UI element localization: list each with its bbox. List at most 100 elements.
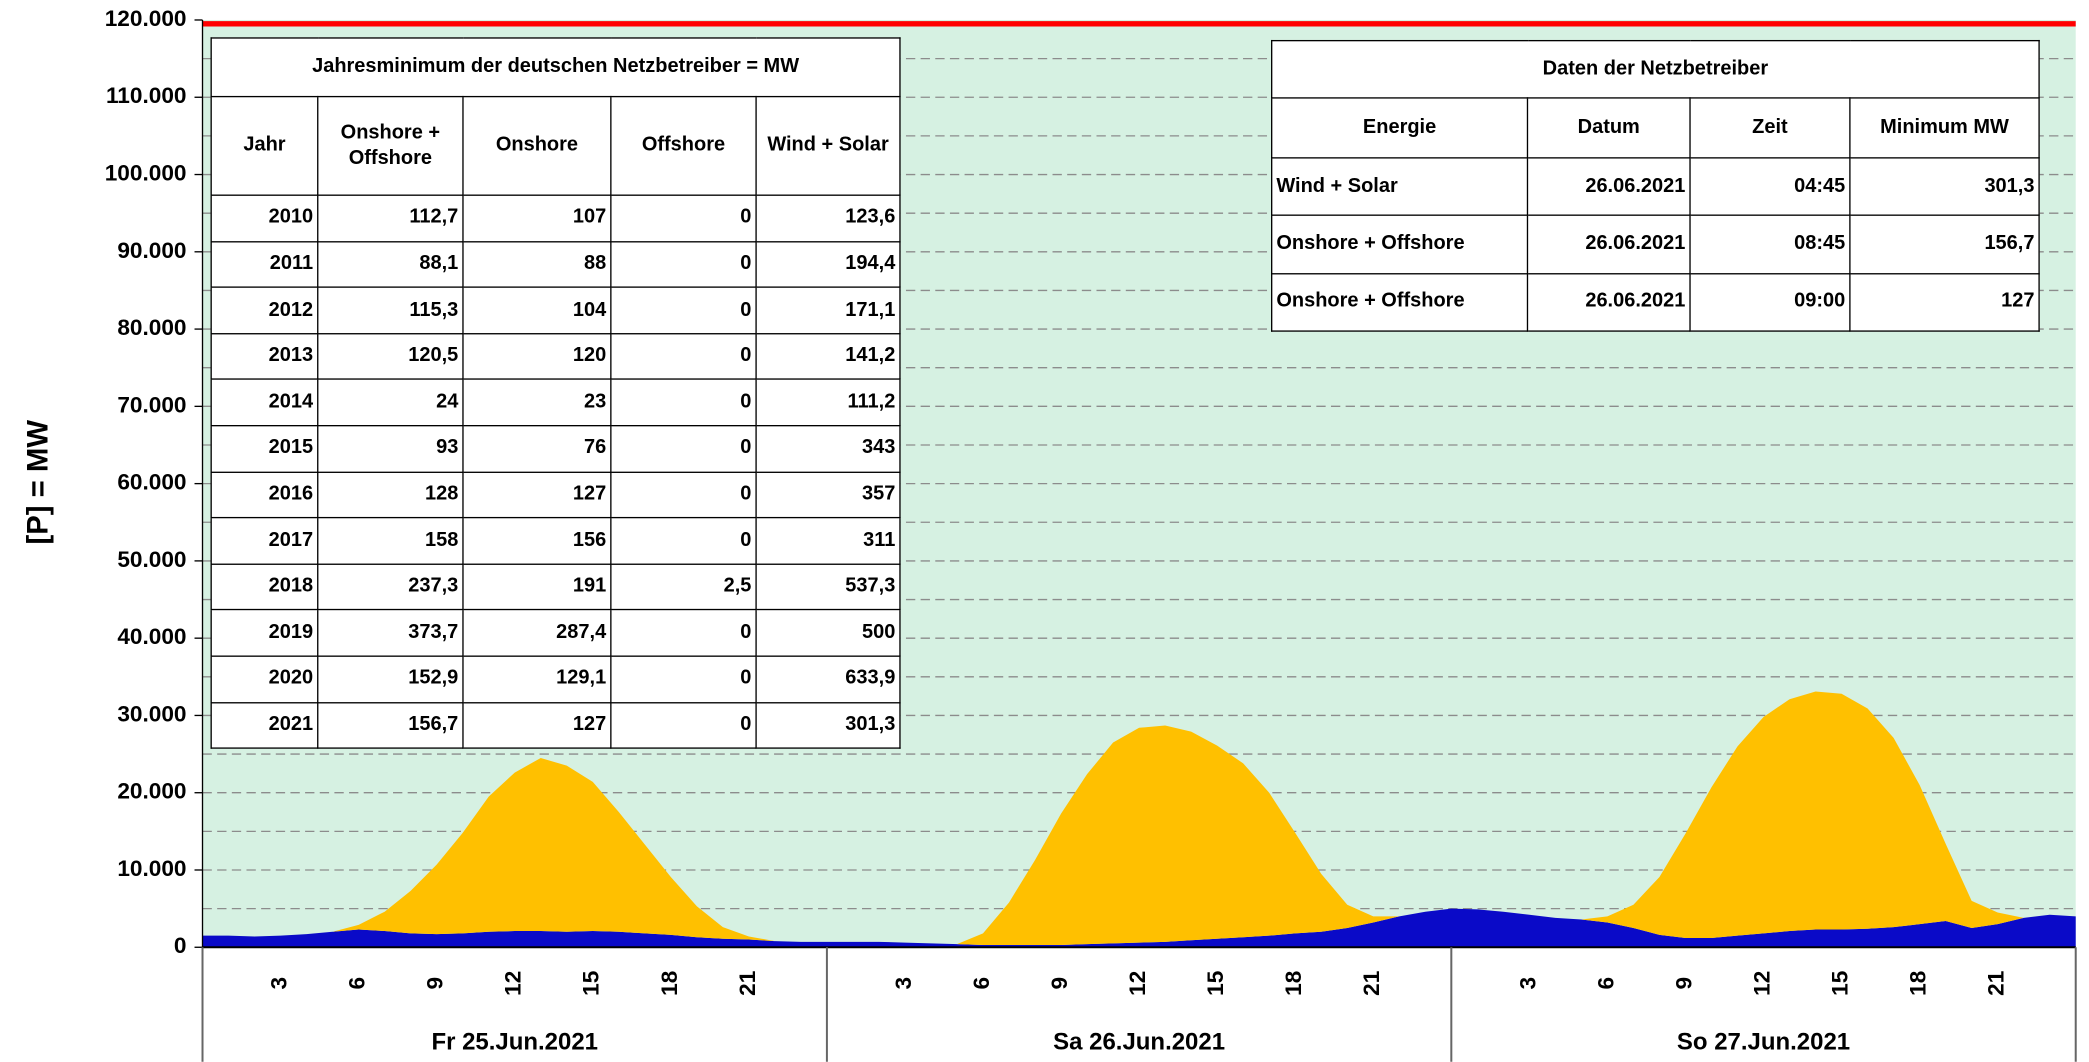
table-cell: 287,4 — [462, 609, 612, 657]
table-cell: 0 — [610, 517, 757, 565]
table-cell: 127 — [462, 471, 612, 519]
table-cell: 2019 — [210, 609, 319, 657]
table-cell: Wind + Solar — [755, 95, 901, 196]
table-cell: 120,5 — [317, 332, 464, 381]
table-cell: 0 — [610, 332, 757, 381]
y-tick-label: 10.000 — [117, 856, 186, 881]
table-cell: Daten der Netzbetreiber — [1271, 39, 2040, 99]
table-cell: 0 — [610, 286, 757, 335]
table-cell: 123,6 — [755, 194, 901, 242]
area — [202, 691, 2076, 945]
y-tick-label: 80.000 — [117, 315, 186, 340]
table-cell: 0 — [610, 194, 757, 242]
y-axis-label: [P] = MW — [22, 420, 55, 545]
day-label: Sa 26.Jun.2021 — [1053, 1029, 1225, 1056]
table-cell: 2010 — [210, 194, 319, 242]
table-cell: 2,5 — [610, 563, 757, 611]
x-tick-label: 9 — [1671, 977, 1696, 990]
table-cell: 112,7 — [317, 194, 464, 242]
table-cell: Zeit — [1689, 97, 1851, 159]
x-tick-label: 15 — [1203, 971, 1228, 996]
y-tick-label: 90.000 — [117, 238, 186, 263]
x-tick-label: 21 — [735, 971, 760, 996]
table-cell: Jahr — [210, 95, 319, 196]
y-tick-label: 60.000 — [117, 470, 186, 495]
table-cell: 120 — [462, 332, 612, 381]
table-cell: 194,4 — [755, 240, 901, 289]
table-cell: Jahresminimum der deutschen Netzbetreibe… — [210, 37, 901, 98]
table-cell: 357 — [755, 471, 901, 519]
table-cell: 127 — [1849, 272, 2040, 332]
table-cell: 26.06.2021 — [1526, 272, 1691, 332]
table-cell: 107 — [462, 194, 612, 242]
table-cell: 373,7 — [317, 609, 464, 657]
table-cell: 2018 — [210, 563, 319, 611]
table-cell: 343 — [755, 424, 901, 473]
table-cell: 171,1 — [755, 286, 901, 335]
table-cell: 93 — [317, 424, 464, 473]
x-tick-label: 9 — [1047, 977, 1072, 990]
y-tick-label: 70.000 — [117, 392, 186, 417]
table-cell: Wind + Solar — [1271, 157, 1529, 217]
y-tick-label: 110.000 — [106, 83, 187, 108]
x-tick-label: 18 — [1281, 971, 1306, 996]
table-cell: 2017 — [210, 517, 319, 565]
table-cell: Onshore + Offshore — [317, 95, 464, 196]
table-cell: 104 — [462, 286, 612, 335]
x-tick-label: 6 — [1593, 977, 1618, 990]
table-cell: 88,1 — [317, 240, 464, 289]
table-cell: 301,3 — [755, 701, 901, 749]
data-table: Jahresminimum der deutschen Netzbetreibe… — [210, 37, 901, 749]
data-table: Daten der Netzbetreiber Energie Datum Zeit M… — [1271, 39, 2040, 332]
table-cell: Onshore — [462, 95, 612, 196]
x-tick-label: 18 — [657, 971, 682, 996]
table-cell: 0 — [610, 609, 757, 657]
x-tick-label: 12 — [501, 971, 526, 996]
table-cell: 141,2 — [755, 332, 901, 381]
x-tick-label: 3 — [891, 977, 916, 990]
table-cell: 24 — [317, 378, 464, 427]
table-cell: Energie — [1271, 97, 1529, 159]
x-tick-label: 9 — [423, 977, 448, 990]
table-cell: 0 — [610, 378, 757, 427]
y-tick-label: 100.000 — [105, 161, 187, 186]
table-cell: 191 — [462, 563, 612, 611]
table-cell: 237,3 — [317, 563, 464, 611]
x-tick-label: 18 — [1906, 971, 1931, 996]
day-label: So 27.Jun.2021 — [1677, 1029, 1850, 1056]
table-cell: Datum — [1526, 97, 1691, 159]
table-cell: 537,3 — [755, 563, 901, 611]
x-tick-label: 6 — [345, 977, 370, 990]
x-tick-label: 12 — [1750, 971, 1775, 996]
table-cell: 76 — [462, 424, 612, 473]
table-cell: 111,2 — [755, 378, 901, 427]
table-cell: 04:45 — [1689, 157, 1851, 217]
y-tick-label: 120.000 — [105, 6, 187, 31]
table-cell: 09:00 — [1689, 272, 1851, 332]
table-cell: 158 — [317, 517, 464, 565]
table-cell: 0 — [610, 701, 757, 749]
table-cell: 2012 — [210, 286, 319, 335]
table-cell: 88 — [462, 240, 612, 289]
y-tick-label: 20.000 — [117, 779, 186, 804]
table-cell: 129,1 — [462, 655, 612, 703]
table-cell: Onshore + Offshore — [1271, 272, 1529, 332]
y-tick-label: 50.000 — [117, 547, 186, 572]
x-tick-label: 21 — [1984, 971, 2009, 996]
table-cell: 156,7 — [1849, 214, 2040, 274]
table-cell: 08:45 — [1689, 214, 1851, 274]
x-tick-label: 3 — [1515, 977, 1540, 990]
y-tick-label: 40.000 — [117, 624, 186, 649]
table-cell: 152,9 — [317, 655, 464, 703]
table-cell: 128 — [317, 471, 464, 519]
table-cell: 2016 — [210, 471, 319, 519]
table-cell: 301,3 — [1849, 157, 2040, 217]
table-cell: 0 — [610, 240, 757, 289]
table-cell: Minimum MW — [1849, 97, 2040, 159]
x-tick-label: 21 — [1359, 971, 1384, 996]
table-cell: 0 — [610, 424, 757, 473]
x-tick-label: 3 — [267, 977, 292, 990]
table-cell: 26.06.2021 — [1526, 214, 1691, 274]
